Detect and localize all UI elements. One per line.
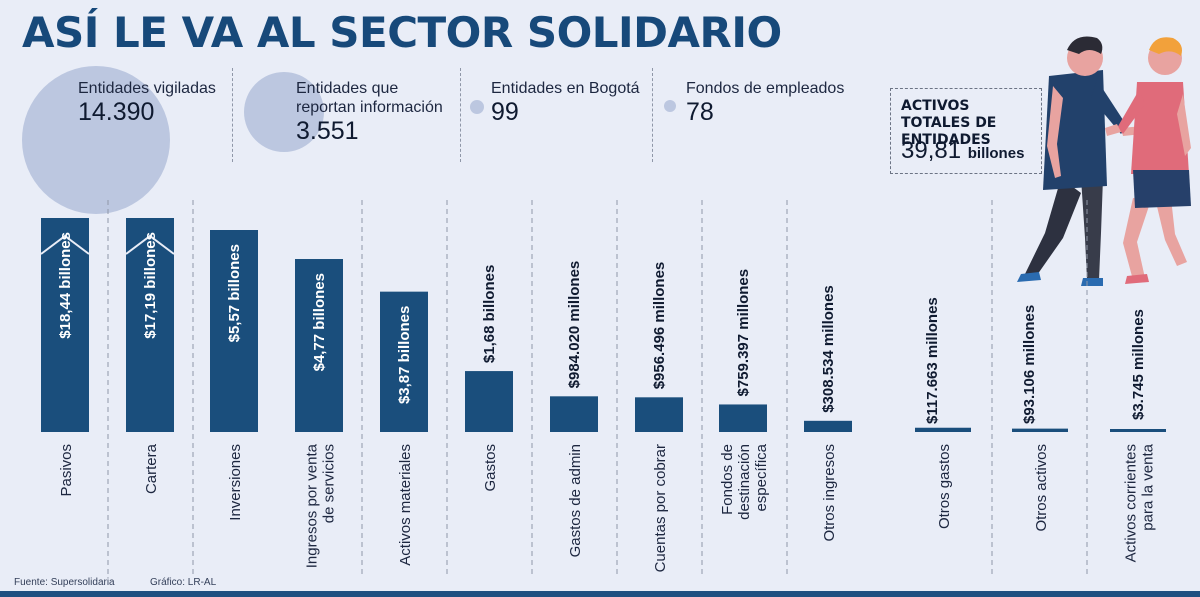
page-title: ASÍ LE VA AL SECTOR SOLIDARIO [22,8,782,57]
stat-value-fondos: 78 [686,98,714,126]
value-label: $3.745 millones [1130,309,1147,420]
bar-activos-corrientes-para-la-venta [1110,429,1166,432]
category-label: Fondos de [719,444,736,515]
bar-otros-ingresos [804,420,852,432]
category-label: de servicios [321,444,338,523]
value-label: $956.496 millones [651,262,668,390]
stat-value-bogota: 99 [491,98,519,126]
category-label: Activos corrientes [1123,444,1140,562]
stat-circle-vigiladas [22,66,170,214]
stat-divider [652,68,653,162]
category-label: Pasivos [58,444,75,497]
bar-pasivos [41,218,89,432]
person-right-figure [1105,37,1191,284]
stat-value-vigiladas: 14.390 [78,98,155,126]
stat-label-bogota: Entidades en Bogotá [491,80,640,97]
value-label: $117.663 millones [924,297,941,424]
category-label: específica [753,443,770,511]
value-labels-group: $18,44 billones $17,19 billones $5,57 bill… [57,232,1147,424]
stat-label-reportan: Entidades que reportan información [296,80,443,116]
bar-inversiones [210,230,258,432]
stat-circle-reportan [244,72,324,152]
category-label: destinación [736,444,753,520]
axis-break-marker [125,234,175,255]
footer-credit: Gráfico: LR-AL [150,577,217,588]
category-label: Gastos [482,444,499,492]
bar-gastos [465,371,513,432]
stat-divider [460,68,461,162]
category-label: Cuentas por cobrar [652,444,669,572]
bar-activos-materiales [380,291,428,432]
value-label: $4,77 billones [311,273,328,371]
category-label: Otros gastos [936,444,953,529]
stat-label-vigiladas: Entidades vigiladas [78,80,216,97]
stat-label-fondos: Fondos de empleados [686,80,845,97]
bar-otros-activos [1012,428,1068,432]
value-label: $5,57 billones [226,244,243,342]
bar-gastos-de-admin [550,396,598,432]
stat-value-reportan: 3.551 [296,117,359,145]
category-label: Ingresos por venta [304,443,321,568]
stat-circle-bogota [470,100,484,114]
total-assets-number: 39,81 [901,137,962,164]
value-label: $308.534 millones [820,285,837,413]
value-label: $759.397 millones [735,269,752,397]
value-label: $93.106 millones [1021,305,1038,424]
total-assets-label: ACTIVOS TOTALES DE ENTIDADES [901,98,997,148]
total-assets-box: ACTIVOS TOTALES DE ENTIDADES 39,81 billo… [890,88,1042,174]
category-labels-group: Pasivos Cartera Inversiones Ingresos por ve… [58,443,1157,572]
value-label: $3,87 billones [396,306,413,404]
total-assets-unit: billones [967,145,1025,162]
category-label: Activos materiales [397,444,414,566]
axis-break-marker [40,234,90,255]
category-label: Gastos de admin [567,444,584,557]
stat-circle-fondos [664,100,676,112]
stat-divider [232,68,233,162]
value-label: $18,44 billones [57,232,74,339]
category-label: Cartera [143,443,160,494]
bar-ingresos-por-venta-de-servicios [295,259,343,432]
value-label: $984.020 millones [566,261,583,389]
bar-cartera [126,218,174,432]
category-label: Otros activos [1033,444,1050,532]
total-assets-value: 39,81 billones [901,137,1024,165]
value-label: $17,19 billones [142,232,159,339]
category-label: Otros ingresos [821,444,838,542]
value-label: $1,68 billones [481,265,498,363]
bottom-rule [0,591,1200,597]
bar-fondos-de-destinaci-n-espec-fica [719,404,767,432]
bar-otros-gastos [915,427,971,432]
category-label: Inversiones [227,444,244,521]
bars-group [40,218,1166,432]
footer-source: Fuente: Supersolidaria [14,577,115,588]
bar-cuentas-por-cobrar [635,397,683,432]
category-label: para la venta [1140,443,1157,530]
